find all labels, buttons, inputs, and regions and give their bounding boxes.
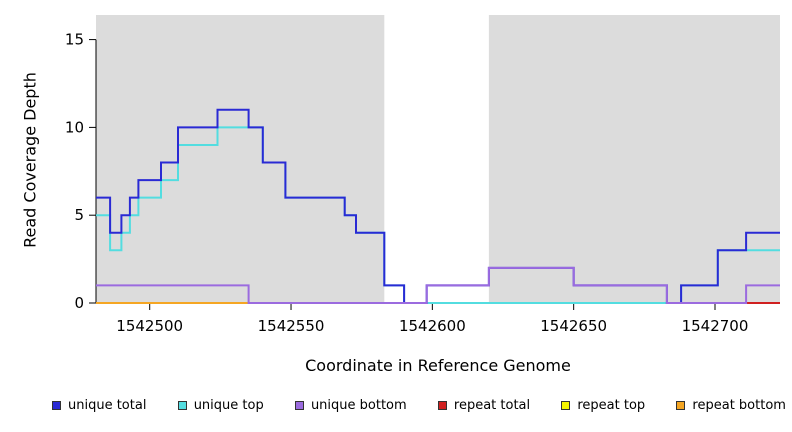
x-tick-label: 1542700 (682, 317, 749, 335)
uncovered-region (384, 15, 489, 303)
y-tick-label: 10 (65, 118, 84, 136)
legend-swatch-icon (52, 401, 61, 410)
series-line-unique-bottom (96, 266, 780, 304)
legend-item-repeat-top: repeat top (561, 398, 645, 413)
x-tick-label: 1542600 (399, 317, 466, 335)
legend-label: repeat top (577, 398, 646, 413)
y-tick-label: 15 (65, 31, 84, 49)
legend-swatch-icon (294, 401, 304, 410)
legend-swatch-icon (177, 401, 187, 410)
legend-item-unique-top: unique top (177, 398, 264, 413)
legend-item-unique-total: unique total (52, 398, 146, 413)
legend-label: unique bottom (310, 398, 407, 413)
legend-item-repeat-total: repeat total (437, 398, 531, 413)
legend-label: repeat total (453, 398, 531, 413)
legend-label: unique total (68, 398, 147, 413)
legend-label: repeat bottom (692, 398, 786, 413)
coverage-chart: 1542500 1542550 1542600 1542650 1542700 0 5 10 1… (65, 15, 780, 335)
chart-legend: unique total unique top unique bottom repea… (52, 398, 786, 413)
y-axis-label: Read Coverage Depth (20, 72, 40, 248)
legend-swatch-icon (437, 401, 447, 410)
x-tick-label: 1542550 (258, 317, 325, 335)
legend-item-unique-bottom: unique bottom (294, 398, 407, 413)
legend-swatch-icon (676, 401, 686, 410)
legend-swatch-icon (561, 401, 571, 410)
legend-item-repeat-bottom: repeat bottom (676, 398, 786, 413)
y-tick-label: 0 (74, 294, 84, 312)
legend-label: unique top (193, 398, 264, 413)
x-tick-label: 1542650 (540, 317, 607, 335)
x-axis-label: Coordinate in Reference Genome (305, 356, 571, 375)
x-tick-label: 1542500 (116, 317, 183, 335)
y-tick-label: 5 (74, 206, 84, 224)
